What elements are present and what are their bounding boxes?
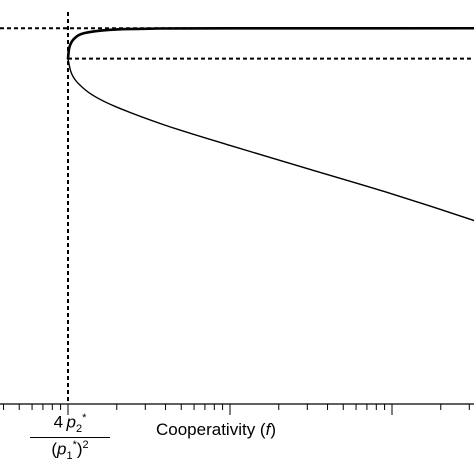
- x-axis-label: Cooperativity (f): [156, 420, 277, 439]
- threshold-label: 4 p2* (p1*)2: [30, 412, 110, 462]
- series-line-1: [66, 26, 474, 60]
- x-axis: [0, 403, 474, 415]
- series-line-2: [67, 57, 474, 222]
- threshold-numerator: 4 p2*: [30, 412, 110, 439]
- series-lines: [66, 26, 474, 222]
- threshold-denominator: (p1*)2: [51, 439, 89, 463]
